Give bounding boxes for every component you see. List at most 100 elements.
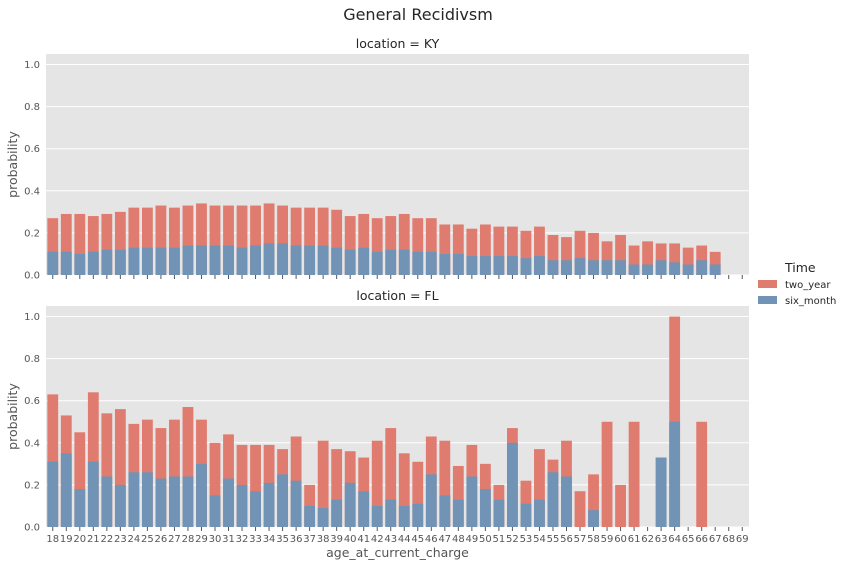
bar-six-month-ky-55: [547, 260, 559, 275]
bar-six-month-ky-58: [588, 260, 599, 275]
x-tick-label: 23: [114, 534, 127, 545]
bar-two-year-fl-45: [412, 461, 424, 527]
bar-six-month-ky-29: [196, 245, 207, 275]
bar-two-year-ky-67: [709, 251, 721, 275]
bar-six-month-fl-49: [466, 476, 478, 527]
x-tick-label: 30: [209, 534, 222, 545]
bar-two-year-ky-36: [290, 207, 302, 275]
x-tick-label: 34: [263, 534, 276, 545]
bar-six-month-ky-25: [141, 247, 153, 275]
x-tick-label: 46: [425, 534, 438, 545]
bar-two-year-ky-62: [642, 241, 654, 275]
bar-six-month-ky-28: [182, 245, 194, 275]
bar-two-year-fl-18: [47, 394, 59, 527]
x-tick-label: 31: [222, 534, 235, 545]
bar-six-month-ky-51: [493, 256, 505, 275]
bar-six-month-fl-48: [452, 499, 464, 527]
y-axis-label-fl: probability: [5, 383, 20, 450]
bar-two-year-ky-51: [493, 226, 505, 275]
x-tick-label: 65: [682, 534, 695, 545]
bar-six-month-fl-39: [331, 499, 343, 527]
bar-six-month-ky-24: [128, 247, 140, 275]
bar-six-month-fl-51: [493, 499, 505, 527]
bar-two-year-ky-31: [223, 205, 234, 275]
bar-six-month-ky-46: [425, 251, 437, 275]
y-axis-label-ky: probability: [5, 131, 20, 198]
bar-two-year-ky-53: [520, 230, 532, 275]
bar-two-year-ky-59: [601, 241, 613, 275]
x-tick-label: 58: [587, 534, 600, 545]
bar-two-year-fl-33: [250, 444, 261, 527]
bar-six-month-fl-44: [398, 505, 410, 527]
x-tick-label: 49: [465, 534, 478, 545]
bar-two-year-fl-23: [114, 409, 126, 527]
bar-two-year-ky-50: [479, 224, 491, 275]
bar-six-month-ky-66: [696, 260, 708, 275]
bar-six-month-fl-41: [358, 491, 370, 527]
bar-two-year-ky-22: [101, 213, 113, 275]
bar-six-month-ky-23: [114, 249, 126, 275]
bar-six-month-ky-30: [209, 245, 221, 275]
bar-six-month-ky-37: [304, 245, 316, 275]
bar-six-month-ky-64: [669, 262, 681, 275]
x-tick-label: 52: [506, 534, 519, 545]
bar-two-year-ky-39: [331, 209, 343, 275]
x-tick-label: 60: [614, 534, 627, 545]
bar-two-year-ky-18: [47, 218, 59, 275]
x-tick-label: 27: [168, 534, 181, 545]
bar-two-year-ky-54: [534, 226, 545, 275]
bar-two-year-ky-58: [588, 232, 599, 275]
x-tick-label: 18: [46, 534, 59, 545]
legend: Time two_year six_month: [758, 260, 836, 307]
x-tick-label: 55: [547, 534, 560, 545]
bar-two-year-fl-22: [101, 413, 113, 527]
x-tick-label: 29: [195, 534, 208, 545]
y-tick-label: 0.0: [24, 523, 40, 534]
bar-two-year-fl-44: [398, 453, 410, 527]
bar-six-month-ky-20: [74, 253, 86, 275]
bar-two-year-ky-27: [169, 207, 180, 275]
bar-two-year-ky-63: [655, 243, 667, 275]
bar-six-month-fl-29: [196, 463, 207, 527]
x-tick-label: 64: [668, 534, 681, 545]
x-tick-label: 24: [128, 534, 141, 545]
bar-two-year-fl-66: [696, 421, 708, 527]
bar-two-year-fl-59: [601, 421, 613, 527]
x-tick-label: 40: [344, 534, 357, 545]
bar-six-month-fl-42: [371, 505, 383, 527]
bar-two-year-ky-46: [425, 218, 437, 275]
bar-six-month-ky-52: [507, 256, 518, 275]
x-tick-label: 22: [100, 534, 113, 545]
bar-two-year-ky-55: [547, 235, 559, 275]
bar-six-month-ky-19: [60, 251, 72, 275]
bar-two-year-fl-39: [331, 449, 343, 527]
bar-six-month-ky-43: [385, 249, 397, 275]
bar-two-year-ky-40: [344, 216, 356, 275]
bar-six-month-fl-37: [304, 505, 316, 527]
x-tick-label: 61: [628, 534, 641, 545]
bar-six-month-ky-53: [520, 258, 532, 275]
panel-title-fl: location = FL: [356, 288, 438, 303]
bar-two-year-fl-21: [87, 392, 99, 527]
x-tick-label: 44: [398, 534, 411, 545]
chart-title: General Recidivsm: [343, 5, 493, 24]
x-tick-label: 20: [73, 534, 86, 545]
bar-six-month-fl-32: [236, 484, 248, 527]
x-tick-label: 26: [155, 534, 168, 545]
x-tick-label: 35: [276, 534, 289, 545]
bar-two-year-ky-26: [155, 205, 167, 275]
panel-fl: location = FL probability 0.0 0.2 0.4 0.6 0.…: [5, 288, 749, 545]
bar-two-year-ky-34: [263, 203, 275, 275]
bar-six-month-fl-46: [425, 474, 437, 527]
x-tick-label: 63: [655, 534, 668, 545]
x-tick-label: 66: [695, 534, 708, 545]
bar-six-month-ky-41: [358, 247, 370, 275]
bar-six-month-ky-22: [101, 249, 113, 275]
bar-six-month-fl-34: [263, 482, 275, 527]
bar-six-month-ky-49: [466, 256, 478, 275]
x-tick-label: 54: [533, 534, 546, 545]
bar-two-year-fl-20: [74, 432, 86, 527]
x-tick-label: 19: [60, 534, 73, 545]
bar-two-year-ky-41: [358, 213, 370, 275]
bar-six-month-fl-22: [101, 476, 113, 527]
